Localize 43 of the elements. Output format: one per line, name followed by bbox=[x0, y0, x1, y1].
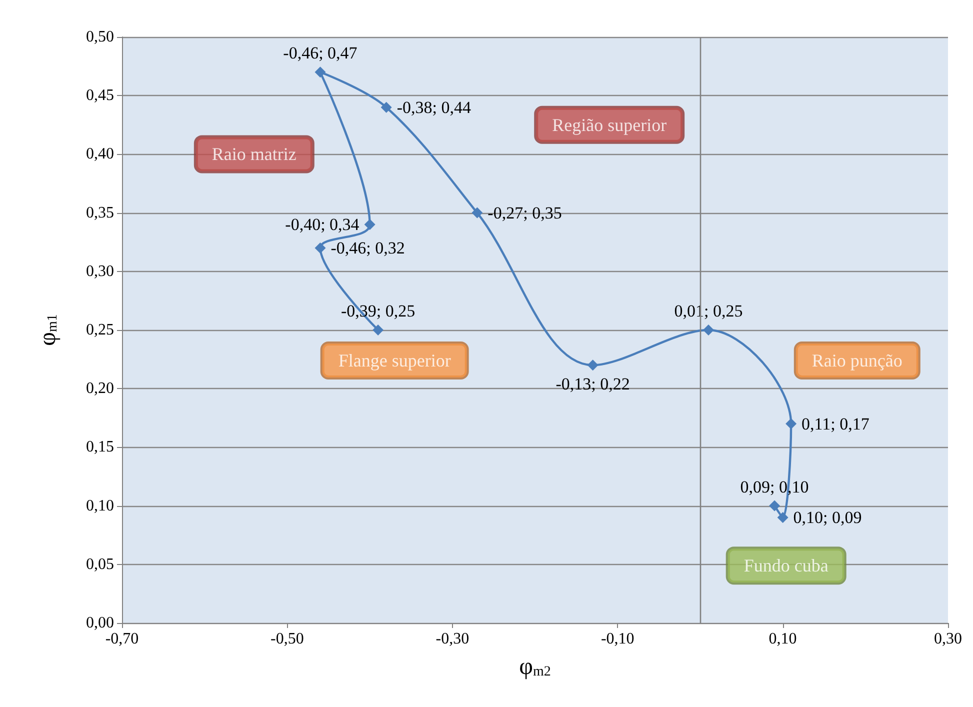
point bbox=[364, 219, 376, 230]
data-label: -0,46; 0,32 bbox=[330, 238, 405, 258]
point bbox=[380, 102, 392, 113]
point bbox=[769, 500, 780, 512]
x-tick-label: -0,50 bbox=[270, 630, 304, 648]
data-label: -0,27; 0,35 bbox=[488, 203, 562, 222]
point bbox=[587, 360, 598, 371]
point bbox=[777, 512, 788, 524]
y-tick-label: 0,45 bbox=[86, 87, 114, 104]
point bbox=[702, 324, 714, 336]
y-tick-label: 0,00 bbox=[86, 614, 114, 632]
point bbox=[472, 207, 483, 218]
data-label: -0,40; 0,34 bbox=[285, 215, 360, 234]
data-label: -0,38; 0,44 bbox=[396, 98, 472, 117]
point bbox=[314, 66, 326, 78]
y-tick-label: 0,20 bbox=[86, 380, 114, 398]
annotation: Fundo cuba bbox=[744, 556, 828, 576]
data-label: 0,10; 0,09 bbox=[793, 508, 862, 528]
x-tick-label: 0,10 bbox=[768, 630, 797, 648]
y-tick-label: 0,05 bbox=[86, 556, 114, 573]
point bbox=[786, 418, 797, 430]
point bbox=[372, 324, 384, 336]
y-tick-label: 0,15 bbox=[86, 438, 114, 456]
y-axis-title: φm1 bbox=[35, 314, 61, 346]
x-tick-label: -0,10 bbox=[600, 630, 634, 648]
y-tick-label: 0,40 bbox=[86, 146, 114, 163]
x-tick-label: -0,70 bbox=[105, 630, 139, 648]
y-tick-label: 0,50 bbox=[86, 28, 114, 46]
annotation: Flange superior bbox=[338, 350, 451, 370]
x-tick-label: 0,30 bbox=[934, 630, 962, 648]
data-label: 0,11; 0,17 bbox=[802, 414, 870, 434]
x-axis-title: φm2 bbox=[519, 654, 551, 680]
annotation: Raio matriz bbox=[212, 144, 296, 164]
y-tick-label: 0,35 bbox=[86, 204, 114, 222]
annotation: Raio punção bbox=[812, 350, 902, 370]
point bbox=[314, 242, 326, 254]
x-tick-label: -0,30 bbox=[436, 630, 470, 648]
y-tick-label: 0,10 bbox=[86, 497, 114, 514]
data-label: -0,46; 0,47 bbox=[283, 44, 358, 63]
y-tick-label: 0,25 bbox=[86, 322, 114, 338]
annotation: Região superior bbox=[552, 114, 667, 135]
data-label: -0,13; 0,22 bbox=[556, 374, 630, 394]
y-tick-label: 0,30 bbox=[86, 262, 114, 280]
